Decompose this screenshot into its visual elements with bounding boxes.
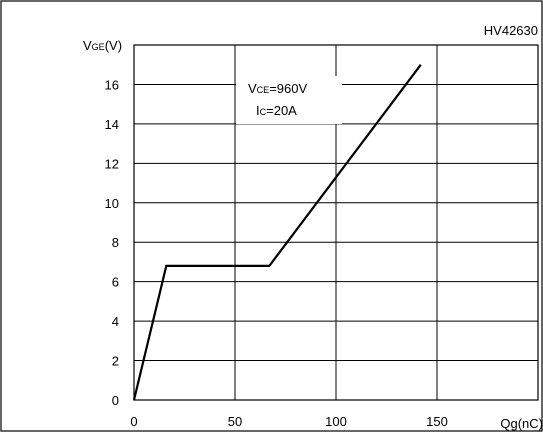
y-tick-label: 2 <box>112 354 119 369</box>
x-axis-label: Qg(nC) <box>500 416 543 431</box>
y-tick-label: 6 <box>112 275 119 290</box>
y-tick-label: 14 <box>105 117 119 132</box>
y-tick-label: 10 <box>105 196 119 211</box>
x-tick-labels: 0 50 100 150 <box>130 414 447 429</box>
annotation-ic: IC=20A <box>256 103 297 118</box>
x-tick-label: 50 <box>228 414 242 429</box>
grid-lines <box>134 45 538 400</box>
y-tick-label: 16 <box>105 77 119 92</box>
y-tick-label: 12 <box>105 156 119 171</box>
x-tick-label: 100 <box>325 414 347 429</box>
y-axis-label: VGE(V) <box>83 38 122 53</box>
y-tick-label: 8 <box>112 235 119 250</box>
x-tick-label: 0 <box>130 414 137 429</box>
y-tick-label: 0 <box>112 393 119 408</box>
annotation-box <box>236 76 342 124</box>
y-tick-labels: 0 2 4 6 8 10 12 14 16 <box>105 77 119 408</box>
x-tick-label: 150 <box>426 414 448 429</box>
annotation-vce: VCE=960V <box>248 81 307 96</box>
y-tick-label: 4 <box>112 314 119 329</box>
series-line <box>132 64 422 401</box>
chart-code: HV42630 <box>484 23 538 38</box>
